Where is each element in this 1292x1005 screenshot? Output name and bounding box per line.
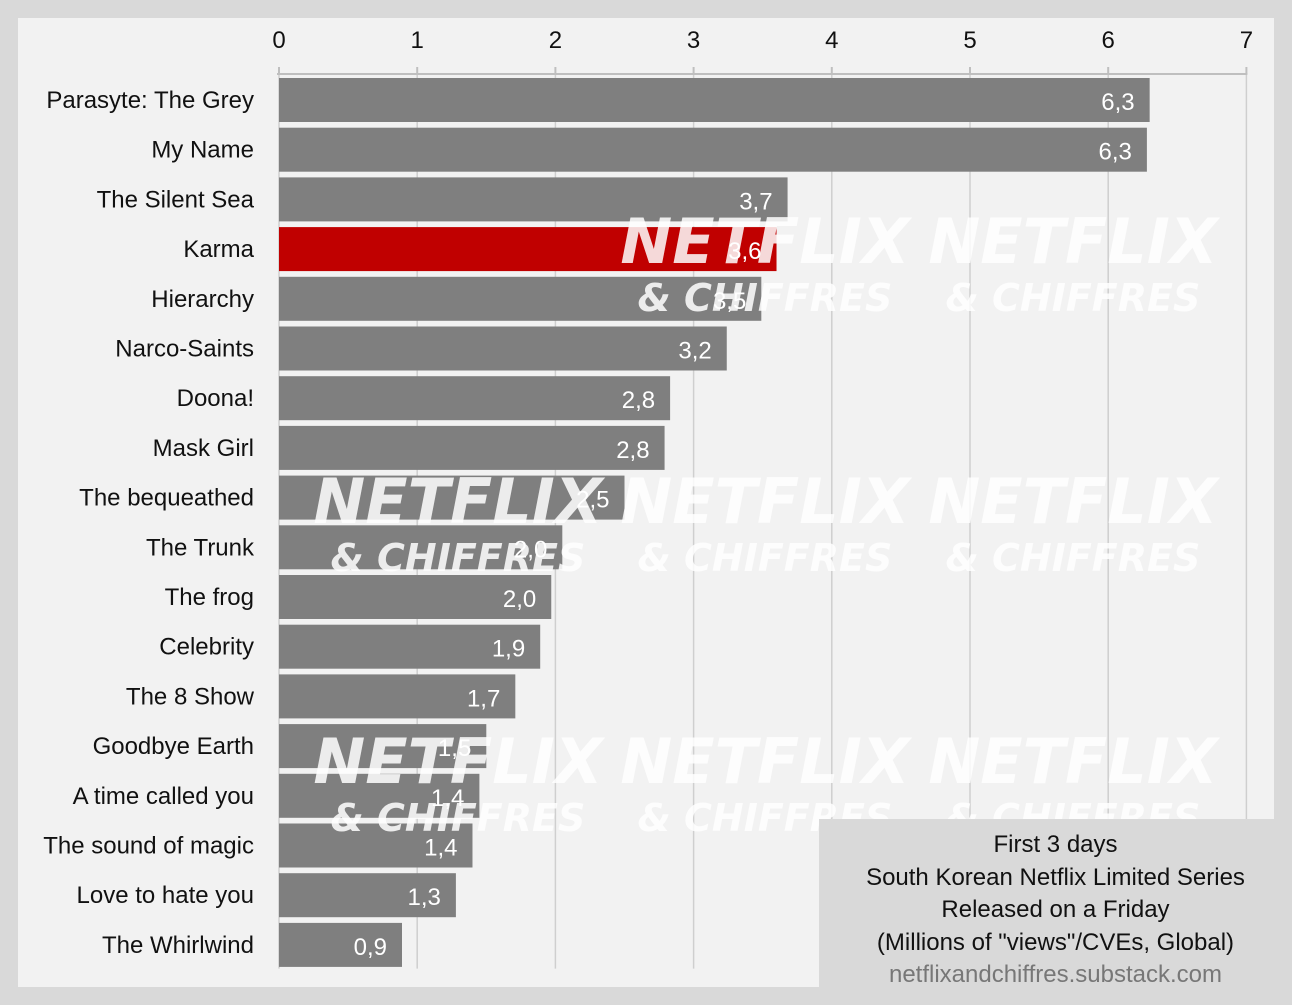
category-label-8: The bequeathed (79, 485, 254, 512)
category-label-15: The sound of magic (43, 833, 254, 860)
value-label-7: 2,8 (616, 437, 649, 464)
category-label-10: The frog (165, 584, 254, 611)
category-label-0: Parasyte: The Grey (46, 87, 254, 114)
x-tick-label-5: 5 (963, 27, 976, 54)
info-line-4: (Millions of "views"/CVEs, Global) (876, 928, 1235, 956)
x-tick-label-3: 3 (687, 27, 700, 54)
bar-2 (279, 177, 788, 222)
bar-13 (279, 724, 487, 769)
category-label-17: The Whirlwind (102, 932, 254, 959)
watermark-subtitle: & CHIFFRES (638, 276, 893, 320)
watermark-title: NETFLIX (928, 465, 1220, 538)
watermark-title: NETFLIX (620, 725, 912, 798)
bar-14 (279, 773, 480, 818)
info-line-3: Released on a Friday (941, 896, 1170, 923)
value-label-6: 2,8 (622, 387, 655, 414)
grid-layer (278, 74, 1248, 969)
category-label-9: The Trunk (146, 534, 255, 561)
value-label-17: 0,9 (354, 934, 387, 961)
value-label-14: 1,4 (431, 785, 464, 812)
x-tick-label-1: 1 (411, 27, 424, 54)
info-box: First 3 days South Korean Netflix Limite… (819, 819, 1292, 1005)
category-label-5: Narco-Saints (115, 336, 254, 363)
bar-11 (279, 624, 541, 669)
bar-8 (279, 475, 625, 520)
bar-7 (279, 425, 665, 470)
category-label-3: Karma (183, 236, 254, 263)
value-label-3: 3,6 (728, 238, 761, 265)
bar-12 (279, 674, 516, 719)
watermark-subtitle: & CHIFFRES (946, 276, 1201, 320)
bar-6 (279, 376, 671, 421)
value-label-16: 1,3 (408, 884, 441, 911)
label-layer: Parasyte: The Grey 6,3 My Name 6,3 The Silen… (43, 87, 1134, 961)
bar-4 (279, 276, 762, 321)
watermark-subtitle: & CHIFFRES (331, 796, 586, 840)
category-label-13: Goodbye Earth (93, 733, 254, 760)
watermark-title: NETFLIX (620, 205, 912, 278)
bar-10 (279, 575, 552, 619)
value-label-5: 3,2 (678, 338, 711, 365)
value-label-15: 1,4 (424, 835, 457, 862)
category-label-11: Celebrity (159, 634, 254, 661)
watermark-title: NETFLIX (928, 725, 1220, 798)
watermark-subtitle: & CHIFFRES (331, 536, 586, 580)
category-label-14: A time called you (73, 783, 254, 810)
category-label-6: Doona! (177, 385, 254, 412)
category-label-7: Mask Girl (153, 435, 254, 462)
value-label-9: 2,0 (514, 536, 547, 563)
watermark-subtitle: & CHIFFRES (946, 536, 1201, 580)
value-label-12: 1,7 (467, 685, 500, 712)
chart-frame: NETFLIX & CHIFFRES NETFLIX & CHIFFRES NETFLI… (18, 18, 1292, 1005)
bar-5 (279, 326, 727, 371)
watermark-title: NETFLIX (313, 725, 605, 798)
category-label-2: The Silent Sea (97, 186, 255, 213)
axis-layer: 0 1 2 3 4 5 6 7 (272, 27, 1253, 75)
watermark-title: NETFLIX (928, 205, 1220, 278)
bar-layer (279, 78, 1150, 967)
bar-0 (279, 78, 1150, 122)
value-label-2: 3,7 (739, 188, 772, 215)
value-label-10: 2,0 (503, 586, 536, 613)
value-label-11: 1,9 (492, 636, 525, 663)
category-label-4: Hierarchy (151, 286, 254, 313)
value-label-8: 2,5 (576, 487, 609, 514)
value-label-0: 6,3 (1101, 89, 1134, 116)
info-line-1: First 3 days (993, 831, 1118, 858)
x-tick-label-2: 2 (549, 27, 562, 54)
x-tick-label-7: 7 (1240, 27, 1253, 54)
bar-9 (279, 525, 563, 570)
value-label-13: 1,5 (438, 735, 471, 762)
category-label-1: My Name (151, 137, 254, 164)
category-label-16: Love to hate you (77, 882, 254, 909)
x-tick-label-6: 6 (1102, 27, 1115, 54)
value-label-4: 3,5 (713, 288, 746, 315)
x-tick-label-4: 4 (825, 27, 838, 54)
bar-3 (279, 227, 777, 272)
source-link[interactable]: netflixandchiffres.substack.com (888, 961, 1223, 988)
watermark-title: NETFLIX (620, 465, 912, 538)
watermark-title: NETFLIX (313, 465, 605, 538)
value-label-1: 6,3 (1099, 139, 1132, 166)
bar-17 (279, 922, 402, 967)
bar-15 (279, 823, 473, 868)
category-label-12: The 8 Show (126, 683, 255, 710)
info-line-2: South Korean Netflix Limited Series (866, 863, 1245, 891)
bar-16 (279, 873, 456, 918)
watermark-subtitle: & CHIFFRES (638, 536, 893, 580)
x-tick-label-0: 0 (272, 27, 285, 54)
bar-1 (279, 127, 1147, 172)
